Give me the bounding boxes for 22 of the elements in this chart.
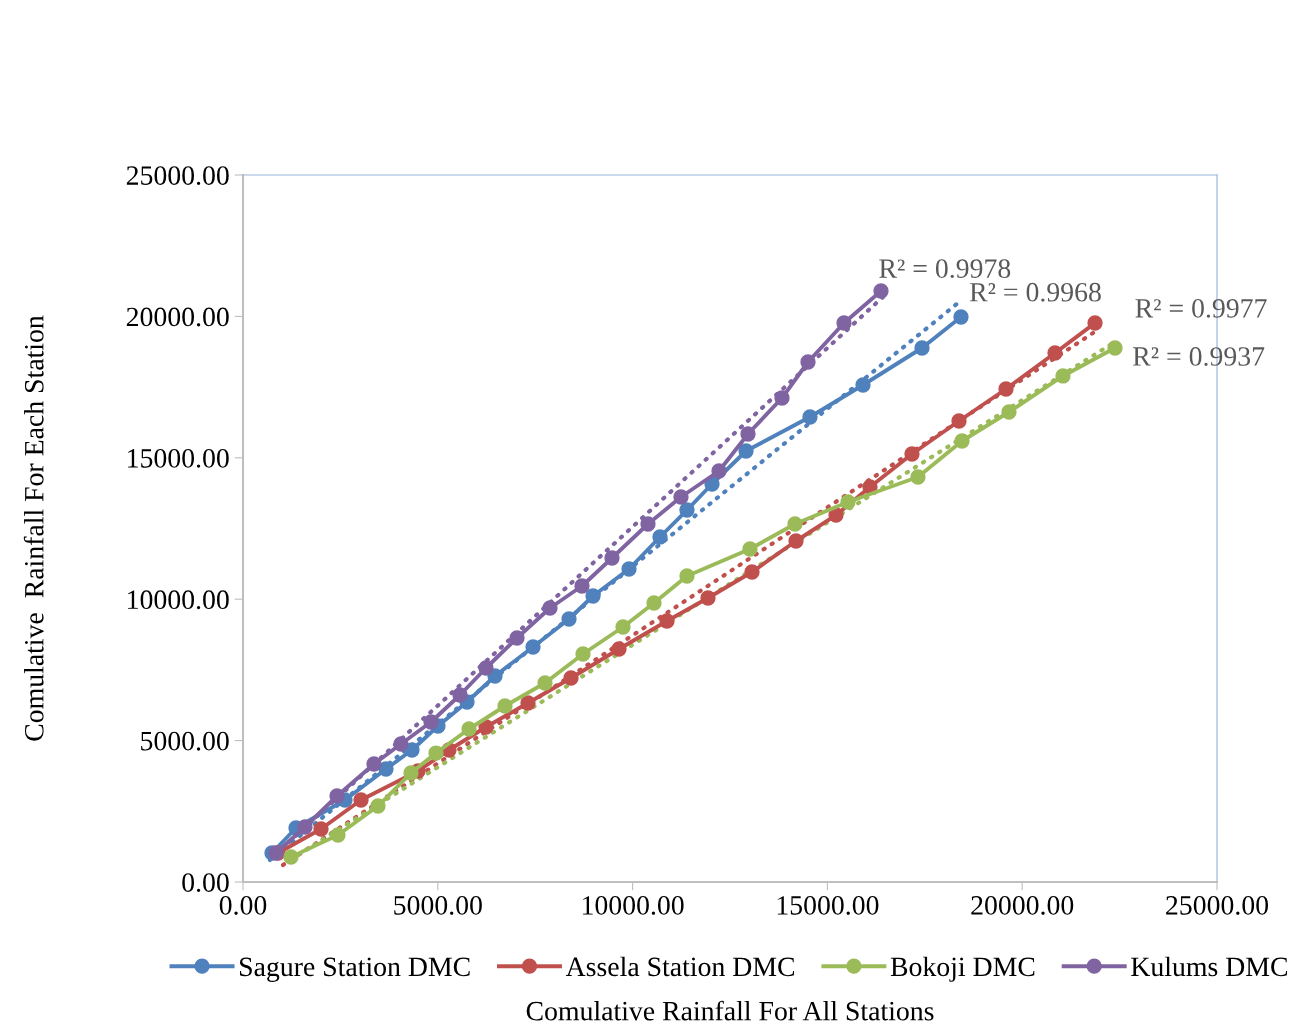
y-tick-label: 15000.00 [128, 448, 229, 468]
legend-label: Assela Station DMC [565, 956, 795, 977]
x-tick-label: 5000.00 [394, 896, 482, 915]
annotation: R² = 0.9968 [969, 282, 1101, 302]
x-tick-label: 25000.00 [1166, 896, 1269, 915]
y-tick-label: 0.00 [182, 873, 229, 893]
x-axis-title: Comulative Rainfall For All Stations [526, 1000, 934, 1021]
y-axis-title: Comulative Rainfall For Each Station [23, 315, 44, 741]
x-tick-label: 0.00 [219, 896, 267, 915]
x-tick-label: 15000.00 [777, 896, 879, 915]
x-tick-label: 10000.00 [582, 896, 684, 915]
x-tick-label: 20000.00 [971, 896, 1074, 915]
annotation: R² = 0.9977 [1135, 298, 1267, 318]
legend-label: Sagure Station DMC [240, 957, 470, 982]
y-tick-label: 20000.00 [126, 307, 229, 327]
legend-label: Bokoji DMC [890, 956, 1035, 982]
annotation: R² = 0.9978 [879, 259, 1011, 279]
y-tick-label: 5000.00 [141, 731, 229, 751]
legend-label: Kulums DMC [1131, 956, 1287, 977]
annotation: R² = 0.9937 [1133, 347, 1265, 366]
y-tick-label: 25000.00 [126, 166, 229, 186]
y-tick-label: 10000.00 [128, 590, 229, 610]
